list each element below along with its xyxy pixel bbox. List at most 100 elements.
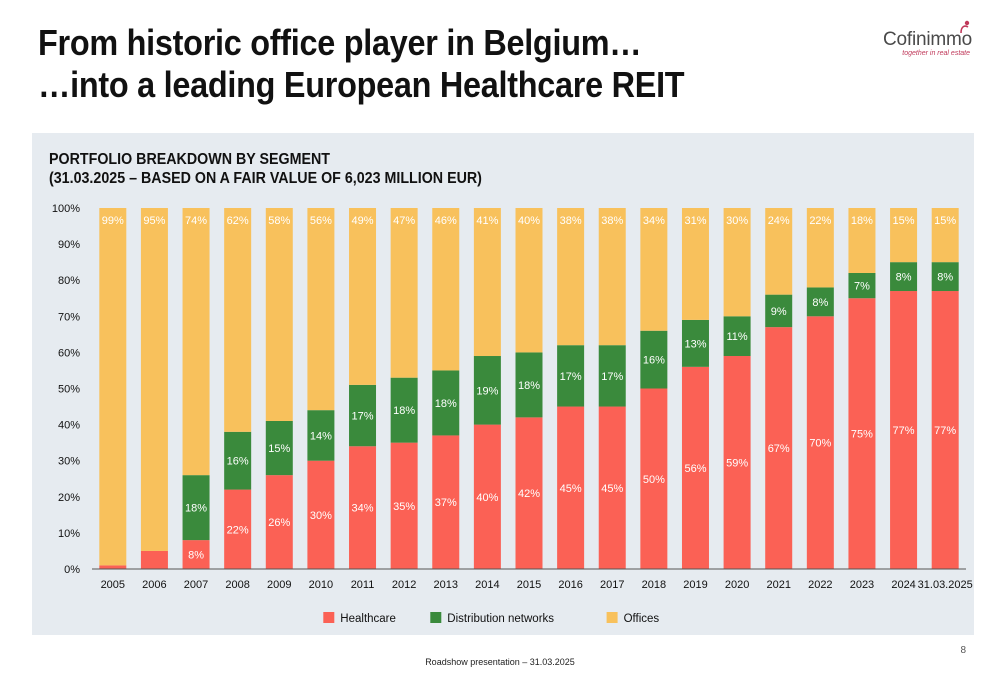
y-tick-label: 40% — [58, 420, 80, 432]
data-label: 16% — [227, 456, 249, 468]
bar-segment — [806, 316, 834, 569]
x-tick-label: 2017 — [600, 579, 624, 591]
bar-segment — [390, 442, 418, 569]
data-label: 50% — [643, 474, 665, 486]
bar-segment — [598, 208, 626, 346]
bar-segment — [598, 406, 626, 569]
data-label: 59% — [726, 458, 748, 470]
bar-segment — [515, 352, 543, 418]
x-tick-label: 2013 — [434, 579, 458, 591]
data-label: 8% — [812, 297, 828, 309]
chart-title: PORTFOLIO BREAKDOWN BY SEGMENT (31.03.20… — [49, 150, 482, 188]
data-label: 41% — [476, 215, 498, 227]
data-label: 13% — [684, 338, 706, 350]
chart-title-line1: PORTFOLIO BREAKDOWN BY SEGMENT — [49, 151, 330, 168]
data-label: 17% — [560, 371, 582, 383]
bar-segment — [890, 262, 918, 292]
data-label: 18% — [435, 398, 457, 410]
bar-segment — [681, 319, 709, 367]
x-tick-label: 2011 — [351, 579, 375, 591]
data-label: 95% — [143, 215, 165, 227]
bar-segment — [349, 446, 377, 569]
bar-segment — [557, 345, 585, 407]
data-label: 35% — [393, 501, 415, 513]
bar-segment — [99, 565, 127, 569]
bar-segment — [182, 475, 210, 541]
slide-title: From historic office player in Belgium… … — [38, 22, 685, 106]
bar-segment — [307, 460, 335, 569]
x-tick-label: 31.03.2025 — [918, 579, 973, 591]
bar-segment — [515, 208, 543, 353]
data-label: 47% — [393, 215, 415, 227]
data-label: 17% — [601, 371, 623, 383]
x-tick-label: 2007 — [184, 579, 208, 591]
x-tick-label: 2005 — [101, 579, 125, 591]
data-label: 49% — [352, 215, 374, 227]
bar-segment — [265, 420, 293, 476]
data-label: 62% — [227, 215, 249, 227]
bar-segment — [806, 208, 834, 288]
bar-segment — [140, 550, 168, 569]
data-label: 8% — [937, 272, 953, 284]
x-tick-label: 2020 — [725, 579, 749, 591]
x-tick-label: 2019 — [683, 579, 707, 591]
bar-segment — [307, 410, 335, 461]
bar-segment — [473, 424, 501, 569]
x-tick-label: 2006 — [142, 579, 166, 591]
bar-segment — [390, 377, 418, 443]
company-logo: Cofinimmo together in real estate — [862, 20, 972, 60]
bar-segment — [140, 208, 168, 551]
bar-segment — [890, 291, 918, 569]
data-label: 18% — [393, 405, 415, 417]
bar-segment — [890, 208, 918, 263]
data-label: 74% — [185, 215, 207, 227]
bar-segment — [806, 287, 834, 317]
x-tick-label: 2018 — [642, 579, 666, 591]
data-label: 46% — [435, 215, 457, 227]
bar-segment — [307, 208, 335, 411]
data-label: 15% — [268, 443, 290, 455]
y-tick-label: 80% — [58, 275, 80, 287]
bar-segment — [224, 489, 252, 569]
data-label: 9% — [771, 306, 787, 318]
x-tick-label: 2016 — [558, 579, 582, 591]
x-tick-label: 2012 — [392, 579, 416, 591]
x-tick-label: 2014 — [475, 579, 499, 591]
bar-segment — [640, 208, 668, 331]
data-label: 22% — [227, 524, 249, 536]
bar-segment — [765, 327, 793, 569]
y-tick-label: 60% — [58, 347, 80, 359]
bar-segment — [99, 208, 127, 566]
data-label: 15% — [934, 215, 956, 227]
bar-segment — [432, 370, 460, 436]
legend-label: Healthcare — [340, 613, 396, 625]
bar-segment — [723, 208, 751, 317]
chart-subtitle: (31.03.2025 – BASED ON A FAIR VALUE OF 6… — [49, 170, 482, 187]
data-label: 14% — [310, 430, 332, 442]
bar-segment — [931, 208, 959, 263]
logo-tagline: together in real estate — [902, 50, 970, 57]
bar-segment — [848, 298, 876, 569]
data-label: 40% — [476, 492, 498, 504]
data-label: 77% — [893, 425, 915, 437]
bar-segment — [265, 475, 293, 569]
bar-segment — [390, 208, 418, 378]
bar-segment — [848, 208, 876, 273]
data-label: 40% — [518, 215, 540, 227]
y-tick-label: 0% — [64, 564, 80, 576]
bar-segment — [765, 208, 793, 295]
data-label: 19% — [476, 385, 498, 397]
y-tick-label: 70% — [58, 311, 80, 323]
legend-label: Offices — [624, 613, 660, 625]
x-tick-label: 2022 — [808, 579, 832, 591]
data-label: 18% — [185, 503, 207, 515]
bar-segment — [473, 208, 501, 357]
slide-title-line2: …into a leading European Healthcare REIT — [38, 64, 685, 105]
x-tick-label: 2023 — [850, 579, 874, 591]
footer-text: Roadshow presentation – 31.03.2025 — [425, 657, 575, 667]
bar-segment — [265, 208, 293, 421]
bar-segment — [557, 406, 585, 569]
data-label: 7% — [854, 281, 870, 293]
y-tick-label: 90% — [58, 239, 80, 251]
legend-swatch — [430, 612, 442, 623]
